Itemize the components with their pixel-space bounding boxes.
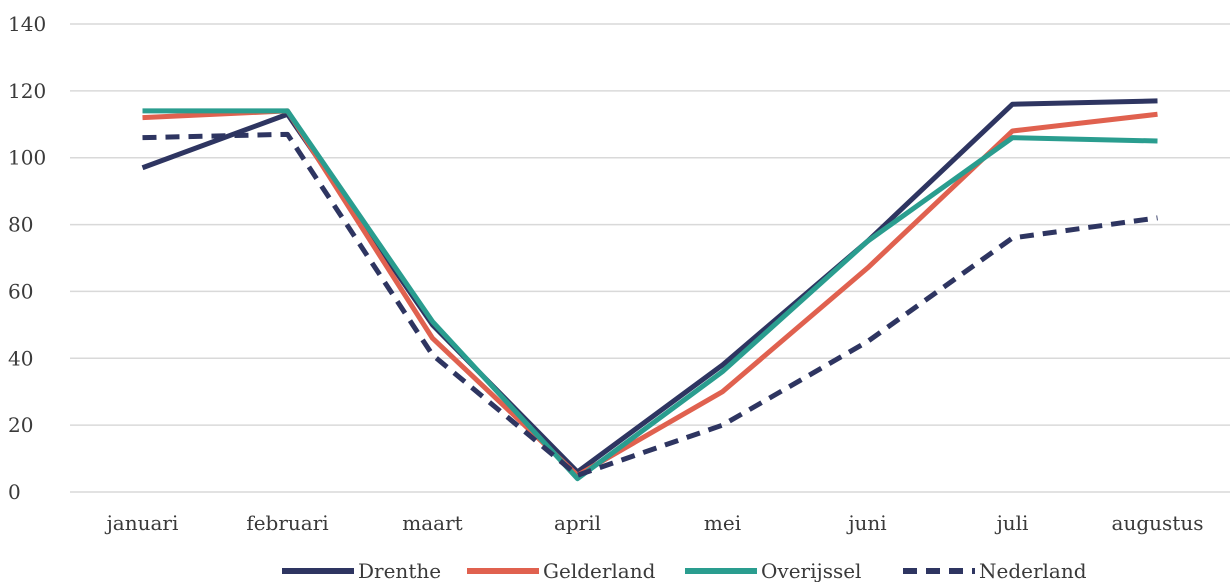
- y-tick-label: 60: [8, 279, 33, 303]
- y-tick-label: 120: [8, 79, 46, 103]
- series-line-nederland: [142, 131, 1158, 478]
- x-tick-label: augustus: [1112, 511, 1204, 535]
- y-tick-label: 40: [8, 346, 33, 370]
- gridlines: [70, 23, 1230, 493]
- series-line-drenthe: [141, 98, 1158, 475]
- y-tick-label: 140: [8, 12, 46, 36]
- legend-label-overijssel: Overijssel: [761, 559, 861, 582]
- x-tick-label: mei: [704, 511, 741, 535]
- legend-label-drenthe: Drenthe: [358, 559, 441, 582]
- series-line-overijssel: [142, 108, 1158, 482]
- series-lines: [141, 98, 1158, 482]
- x-axis-tick-labels: januari februari maart april mei juni juli augu…: [105, 511, 1204, 535]
- x-tick-label: januari: [105, 511, 179, 535]
- x-tick-label: februari: [246, 511, 328, 535]
- y-axis-tick-labels: 0 20 40 60 80 100 120 140: [8, 12, 46, 504]
- x-tick-label: juni: [846, 511, 886, 535]
- legend-label-nederland: Nederland: [979, 559, 1087, 582]
- y-tick-label: 0: [8, 480, 21, 504]
- x-tick-label: april: [554, 511, 601, 535]
- y-tick-label: 100: [8, 146, 46, 170]
- x-tick-label: juli: [995, 511, 1029, 535]
- x-tick-label: maart: [402, 511, 462, 535]
- legend: Drenthe Gelderland Overijssel Nederland: [282, 559, 1087, 582]
- y-tick-label: 20: [8, 413, 33, 437]
- y-tick-label: 80: [8, 213, 33, 237]
- legend-label-gelderland: Gelderland: [543, 559, 656, 582]
